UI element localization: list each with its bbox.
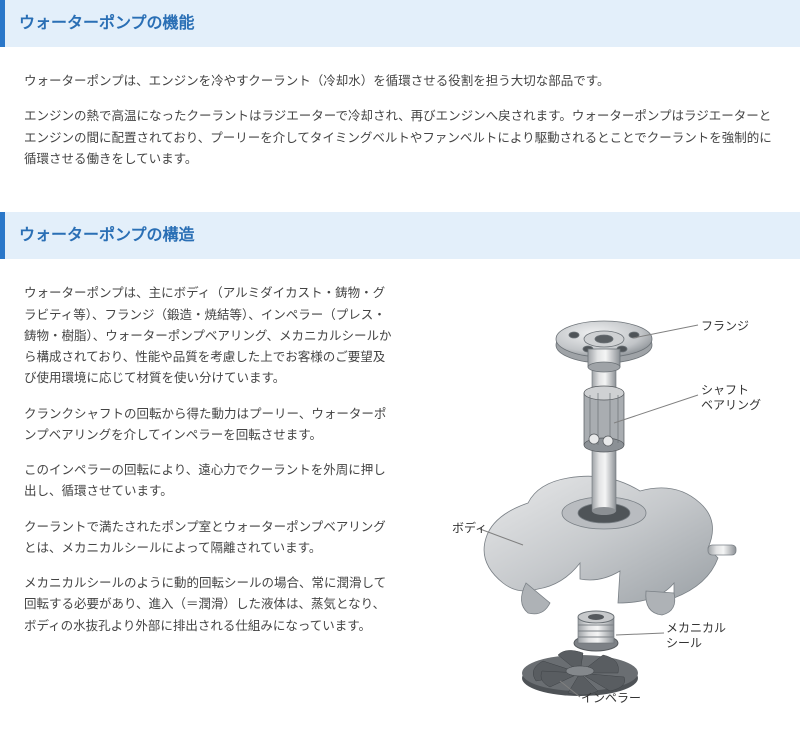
function-para-1: ウォーターポンプは、エンジンを冷やすクーラント（冷却水）を循環させる役割を担う大… xyxy=(24,71,776,92)
section-title-function: ウォーターポンプの機能 xyxy=(19,10,786,37)
section-header-structure: ウォーターポンプの構造 xyxy=(0,212,800,259)
pump-diagram: フランジ シャフトベアリング ボディ メカニカルシール インペラー xyxy=(406,283,790,723)
label-impeller: インペラー xyxy=(581,691,641,705)
structure-para-4: クーラントで満たされたポンプ室とウォーターポンプベアリングとは、メカニカルシール… xyxy=(24,517,394,560)
function-para-2: エンジンの熱で高温になったクーラントはラジエーターで冷却され、再びエンジンへ戻さ… xyxy=(24,106,776,170)
label-flange: フランジ xyxy=(701,319,749,333)
shaft-bearing-shape xyxy=(584,386,624,452)
structure-para-1: ウォーターポンプは、主にボディ（アルミダイカスト・鋳物・グラビティ等）、フランジ… xyxy=(24,283,394,389)
mechanical-seal-shape xyxy=(574,611,618,651)
label-body: ボディ xyxy=(452,521,487,535)
label-mech-seal: メカニカルシール xyxy=(666,621,726,650)
flange-shape xyxy=(556,321,652,372)
structure-text-column: ウォーターポンプは、主にボディ（アルミダイカスト・鋳物・グラビティ等）、フランジ… xyxy=(24,283,394,723)
function-body: ウォーターポンプは、エンジンを冷やすクーラント（冷却水）を循環させる役割を担う大… xyxy=(0,65,800,212)
pump-exploded-view-svg xyxy=(406,283,790,723)
impeller-shape xyxy=(522,651,638,697)
structure-para-3: このインペラーの回転により、遠心力でクーラントを外周に押し出し、循環させています… xyxy=(24,460,394,503)
structure-para-5: メカニカルシールのように動的回転シールの場合、常に潤滑して回転する必要があり、進… xyxy=(24,573,394,637)
structure-body: ウォーターポンプは、主にボディ（アルミダイカスト・鋳物・グラビティ等）、フランジ… xyxy=(0,277,800,743)
label-shaft-bearing: シャフトベアリング xyxy=(701,383,761,412)
section-header-function: ウォーターポンプの機能 xyxy=(0,0,800,47)
structure-para-2: クランクシャフトの回転から得た動力はプーリー、ウォーターポンプベアリングを介して… xyxy=(24,404,394,447)
section-title-structure: ウォーターポンプの構造 xyxy=(19,222,786,249)
